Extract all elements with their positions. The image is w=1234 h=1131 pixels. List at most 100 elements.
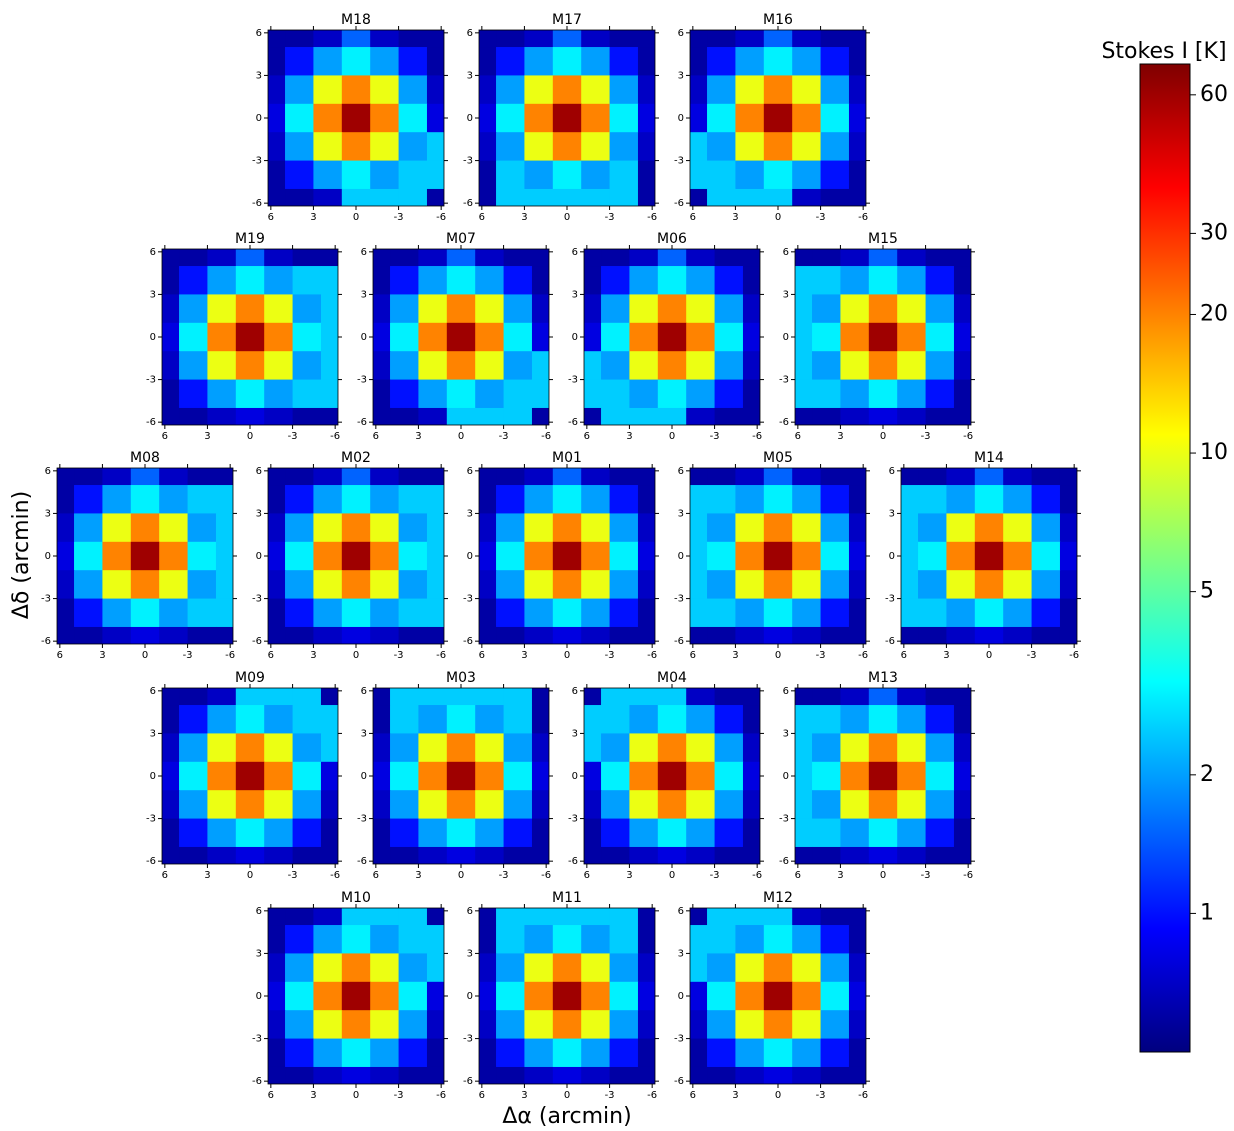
heatmap-cell: [763, 47, 793, 76]
x-tick-label: 6: [268, 1090, 274, 1101]
heatmap: [162, 688, 338, 864]
heatmap-cell: [162, 705, 180, 734]
heatmap-cell: [285, 160, 314, 190]
heatmap-cell: [609, 30, 639, 48]
heatmap-cell: [763, 925, 793, 954]
heatmap-cell: [179, 733, 208, 763]
colorbar-tick-label: 10: [1200, 440, 1228, 465]
heatmap-cell: [897, 351, 927, 381]
heatmap-cell: [475, 322, 505, 352]
heatmap-cell: [503, 846, 533, 864]
heatmap-cell: [398, 1010, 428, 1040]
heatmap-cell: [162, 407, 180, 425]
heatmap-cell: [496, 981, 525, 1011]
heatmap-cell: [812, 761, 841, 791]
panel: M16 6 3 0 -3 -6 -6 -3 0 3 6: [674, 12, 870, 223]
heatmap-cell: [763, 1010, 793, 1040]
heatmap-cell: [268, 47, 286, 76]
heatmap: [268, 908, 444, 1084]
heatmap-cell: [792, 925, 822, 954]
heatmap-cell: [162, 266, 180, 295]
heatmap-cell: [812, 249, 841, 267]
x-tick-label: 6: [268, 212, 274, 223]
heatmap-cell: [581, 513, 611, 543]
heatmap-cell: [292, 322, 322, 352]
heatmap-cell: [398, 75, 428, 105]
heatmap-cell: [479, 1010, 497, 1040]
heatmap-cell: [601, 790, 630, 820]
y-tick-label: -6: [568, 856, 578, 867]
x-tick-label: 3: [626, 870, 632, 881]
heatmap-cell: [848, 75, 866, 105]
heatmap-cell: [320, 294, 338, 324]
heatmap-cell: [268, 132, 286, 162]
heatmap-cell: [390, 266, 419, 295]
y-tick-label: 0: [256, 551, 262, 562]
heatmap-cell: [1031, 468, 1061, 486]
heatmap-cell: [475, 351, 505, 381]
heatmap-cell: [130, 468, 160, 486]
heatmap-cell: [390, 688, 419, 706]
heatmap-cell: [637, 981, 655, 1011]
heatmap-cell: [946, 485, 976, 514]
heatmap-cell: [690, 1038, 708, 1068]
heatmap-cell: [179, 322, 208, 352]
heatmap-cell: [637, 953, 655, 983]
heatmap-cell: [637, 570, 655, 600]
x-tick-label: 3: [837, 870, 843, 881]
panel: M12 6 3 0 -3 -6 -6 -3 0 3 6: [674, 890, 870, 1101]
heatmap-cell: [102, 541, 132, 571]
heatmap-cell: [479, 160, 497, 190]
x-tick-label: -3: [183, 650, 193, 661]
heatmap-cell: [707, 541, 736, 571]
heatmap-cell: [812, 818, 841, 848]
heatmap-cell: [496, 468, 525, 486]
heatmap-cell: [707, 908, 736, 926]
heatmap-cell: [446, 379, 476, 409]
heatmap-cell: [285, 1038, 314, 1068]
heatmap-cell: [601, 818, 630, 848]
heatmap-cell: [763, 570, 793, 600]
heatmap-cell: [707, 953, 736, 983]
heatmap-cell: [373, 294, 391, 324]
heatmap-cell: [742, 705, 760, 734]
heatmap-cell: [953, 790, 971, 820]
heatmap-cell: [479, 908, 497, 926]
heatmap-cell: [792, 1010, 822, 1040]
heatmap-cell: [686, 761, 716, 791]
heatmap-cell: [953, 407, 971, 425]
heatmap-cell: [735, 626, 765, 644]
heatmap-cell: [795, 322, 813, 352]
x-tick-label: -3: [605, 650, 615, 661]
heatmap-cell: [897, 322, 927, 352]
heatmap-cell: [584, 790, 602, 820]
heatmap-cell: [503, 688, 533, 706]
x-tick-label: -6: [330, 870, 340, 881]
heatmap-cell: [179, 818, 208, 848]
panel-title: M11: [552, 890, 582, 906]
heatmap-cell: [496, 188, 525, 206]
heatmap-cell: [162, 761, 180, 791]
heatmap-cell: [848, 570, 866, 600]
heatmap-cell: [235, 733, 265, 763]
heatmap-cell: [268, 75, 286, 105]
y-tick-label: 0: [678, 551, 684, 562]
heatmap-cell: [735, 30, 765, 48]
heatmap-cell: [524, 485, 554, 514]
heatmap-cell: [479, 75, 497, 105]
panel: M03 6 3 0 -3 -6 -6 -3 0 3 6: [357, 670, 553, 881]
heatmap-cell: [742, 688, 760, 706]
heatmap-cell: [475, 688, 505, 706]
y-tick-label: 3: [783, 728, 789, 739]
heatmap-cell: [946, 570, 976, 600]
heatmap-cell: [179, 407, 208, 425]
heatmap-cell: [341, 160, 371, 190]
heatmap-cell: [742, 379, 760, 409]
x-tick-label: 6: [268, 650, 274, 661]
heatmap-cell: [207, 249, 237, 267]
heatmap-cell: [1031, 485, 1061, 514]
heatmap-cell: [581, 188, 611, 206]
heatmap-cell: [74, 626, 103, 644]
heatmap-cell: [479, 132, 497, 162]
heatmap-cell: [686, 322, 716, 352]
